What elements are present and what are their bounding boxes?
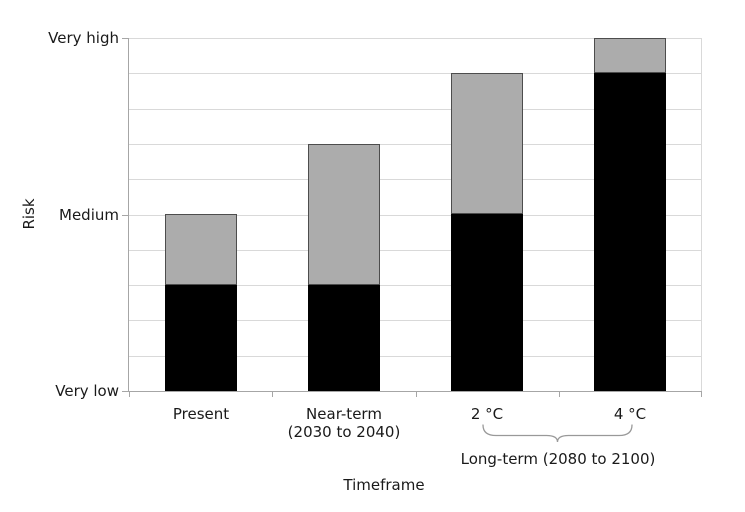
y-axis-tick: [122, 215, 128, 216]
y-axis-tick: [122, 38, 128, 39]
bar-segment-risk-level-lower-black: [308, 285, 380, 391]
bar-segment-risk-level-additional-gray: [165, 214, 237, 285]
x-tick-label: 4 °C: [540, 405, 720, 423]
gridline: [129, 73, 702, 74]
bar-segment-risk-level-lower-black: [594, 73, 666, 391]
bar-segment-risk-level-lower-black: [451, 214, 523, 391]
x-tick-label-line: Near-term: [306, 405, 382, 423]
gridline: [129, 285, 702, 286]
x-tick-label-line: Present: [172, 405, 230, 423]
gridline: [129, 250, 702, 251]
x-tick-label-line: 2 °C: [470, 405, 504, 423]
x-tick-label: Present: [111, 405, 291, 423]
bar-segment-risk-level-additional-gray: [451, 73, 523, 214]
bar-segment-risk-level-additional-gray: [594, 38, 666, 73]
x-axis-tick: [559, 392, 560, 397]
brace-path: [482, 424, 633, 443]
x-axis-tick: [701, 392, 702, 397]
bar-segment-risk-level-lower-black: [165, 285, 237, 391]
plot-right-border: [701, 38, 702, 391]
gridline: [129, 38, 702, 39]
x-axis-tick: [416, 392, 417, 397]
x-axis-tick: [129, 392, 130, 397]
gridline: [129, 320, 702, 321]
x-axis-tick: [272, 392, 273, 397]
gridline: [129, 215, 702, 216]
long-term-brace-icon: [482, 424, 633, 443]
y-tick-label: Very high: [48, 29, 119, 47]
bar-segment-risk-level-additional-gray: [308, 144, 380, 285]
plot-area: [128, 38, 702, 392]
y-tick-label: Medium: [59, 206, 119, 224]
gridline: [129, 144, 702, 145]
gridline: [129, 179, 702, 180]
y-tick-label: Very low: [55, 382, 119, 400]
x-tick-label: 2 °C: [397, 405, 577, 423]
x-axis-title: Timeframe: [343, 476, 425, 494]
gridline: [129, 356, 702, 357]
long-term-group-label: Long-term (2080 to 2100): [460, 450, 656, 468]
x-tick-label-line: 4 °C: [613, 405, 647, 423]
x-tick-label: Near-term (2030 to 2040): [254, 405, 434, 441]
x-tick-label-line: (2030 to 2040): [287, 423, 401, 441]
y-axis-tick: [122, 391, 128, 392]
gridline: [129, 109, 702, 110]
